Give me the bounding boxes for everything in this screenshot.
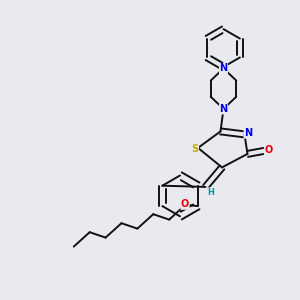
- Text: O: O: [264, 145, 273, 155]
- Text: N: N: [244, 128, 252, 138]
- Text: N: N: [219, 63, 228, 74]
- Text: S: S: [191, 143, 199, 154]
- Text: H: H: [208, 188, 214, 197]
- Text: O: O: [181, 199, 189, 209]
- Text: N: N: [219, 104, 228, 114]
